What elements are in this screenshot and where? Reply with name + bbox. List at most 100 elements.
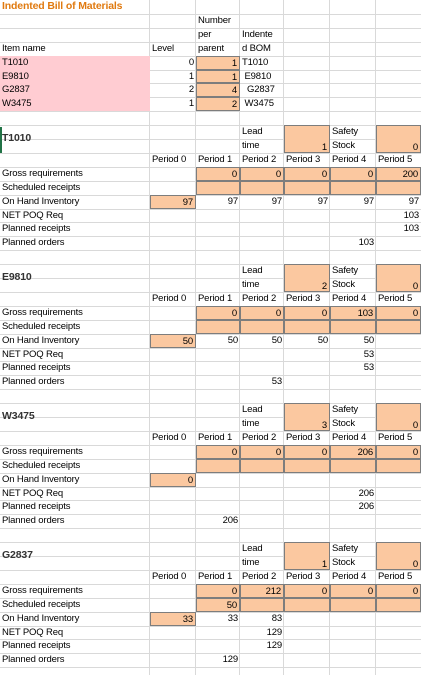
gross-cell[interactable]: 0: [240, 445, 284, 459]
gross-cell[interactable]: 212: [240, 584, 284, 598]
sched-cell[interactable]: [284, 181, 330, 195]
sched-cell[interactable]: [240, 459, 284, 473]
net-cell[interactable]: [284, 209, 330, 222]
net-cell[interactable]: [150, 626, 196, 639]
sched-cell[interactable]: [330, 181, 376, 195]
gross-cell[interactable]: 0: [376, 306, 421, 320]
porder-cell[interactable]: [240, 236, 284, 250]
porder-cell[interactable]: [284, 375, 330, 389]
onhand-cell[interactable]: 97: [317, 196, 328, 207]
prec-cell[interactable]: [150, 500, 196, 514]
onhand-cell[interactable]: 97: [408, 196, 419, 207]
net-cell[interactable]: 129: [266, 627, 283, 638]
prec-cell[interactable]: [196, 361, 240, 375]
gross-cell[interactable]: [150, 306, 196, 320]
prec-cell[interactable]: [284, 222, 330, 236]
gross-cell[interactable]: 206: [330, 445, 376, 459]
prec-cell[interactable]: [150, 639, 196, 653]
prec-cell[interactable]: [284, 361, 330, 375]
porder-cell[interactable]: 206: [222, 515, 239, 526]
sched-cell[interactable]: [330, 459, 376, 473]
porder-cell[interactable]: [330, 375, 376, 389]
bom-level[interactable]: 1: [188, 71, 194, 82]
prec-cell[interactable]: [376, 361, 421, 375]
net-cell[interactable]: [330, 209, 376, 222]
net-cell[interactable]: [196, 348, 240, 361]
prec-cell[interactable]: [150, 361, 196, 375]
gross-cell[interactable]: 0: [284, 167, 330, 181]
sched-cell[interactable]: [150, 181, 196, 195]
net-cell[interactable]: 103: [403, 210, 420, 221]
sched-cell[interactable]: [376, 320, 421, 334]
gross-cell[interactable]: 0: [240, 306, 284, 320]
bom-indented[interactable]: E9810: [242, 71, 272, 82]
prec-cell[interactable]: [330, 222, 376, 236]
net-cell[interactable]: [196, 487, 240, 500]
prec-cell[interactable]: [376, 500, 421, 514]
onhand-cell[interactable]: [196, 473, 240, 487]
gross-cell[interactable]: 103: [330, 306, 376, 320]
net-cell[interactable]: 206: [358, 488, 375, 499]
porder-cell[interactable]: [376, 375, 421, 389]
prec-cell[interactable]: [240, 500, 284, 514]
net-cell[interactable]: [376, 626, 421, 639]
onhand-cell[interactable]: [240, 473, 284, 487]
onhand-cell[interactable]: [376, 473, 421, 487]
sched-cell[interactable]: [330, 320, 376, 334]
porder-cell[interactable]: 129: [222, 654, 239, 665]
onhand-cell[interactable]: 33: [150, 612, 196, 626]
porder-cell[interactable]: [196, 375, 240, 389]
bom-qty-per-parent[interactable]: 2: [196, 97, 240, 111]
net-cell[interactable]: 53: [363, 349, 374, 360]
porder-cell[interactable]: [150, 375, 196, 389]
onhand-cell[interactable]: 97: [227, 196, 238, 207]
gross-cell[interactable]: 0: [330, 167, 376, 181]
net-cell[interactable]: [240, 209, 284, 222]
sched-cell[interactable]: [150, 320, 196, 334]
sched-cell[interactable]: [376, 459, 421, 473]
bom-item-name[interactable]: E9810: [0, 70, 150, 83]
porder-cell[interactable]: [284, 514, 330, 528]
sched-cell[interactable]: [240, 181, 284, 195]
prec-cell[interactable]: [284, 639, 330, 653]
sched-cell[interactable]: [284, 598, 330, 612]
sched-cell[interactable]: 50: [196, 598, 240, 612]
lead-time-input[interactable]: 1: [284, 125, 330, 153]
sched-cell[interactable]: [240, 598, 284, 612]
net-cell[interactable]: [150, 487, 196, 500]
onhand-cell[interactable]: 97: [363, 196, 374, 207]
prec-cell[interactable]: [196, 639, 240, 653]
onhand-cell[interactable]: [284, 612, 330, 626]
porder-cell[interactable]: [240, 514, 284, 528]
porder-cell[interactable]: [150, 653, 196, 667]
onhand-cell[interactable]: 50: [363, 335, 374, 346]
bom-level[interactable]: 2: [188, 84, 194, 95]
gross-cell[interactable]: 0: [376, 445, 421, 459]
porder-cell[interactable]: [196, 236, 240, 250]
onhand-cell[interactable]: 50: [271, 335, 282, 346]
prec-cell[interactable]: [196, 222, 240, 236]
gross-cell[interactable]: [150, 445, 196, 459]
porder-cell[interactable]: 103: [358, 237, 375, 248]
gross-cell[interactable]: [150, 584, 196, 598]
sched-cell[interactable]: [150, 598, 196, 612]
prec-cell[interactable]: 53: [363, 362, 374, 373]
net-cell[interactable]: [284, 626, 330, 639]
onhand-cell[interactable]: 50: [150, 334, 196, 348]
bom-item-name[interactable]: T1010: [0, 56, 150, 70]
onhand-cell[interactable]: [330, 612, 376, 626]
onhand-cell[interactable]: [376, 334, 421, 348]
onhand-cell[interactable]: 50: [317, 335, 328, 346]
net-cell[interactable]: [284, 487, 330, 500]
sched-cell[interactable]: [240, 320, 284, 334]
porder-cell[interactable]: [376, 236, 421, 250]
gross-cell[interactable]: 0: [196, 306, 240, 320]
bom-qty-per-parent[interactable]: 1: [196, 70, 240, 83]
net-cell[interactable]: [150, 209, 196, 222]
lead-time-input[interactable]: 3: [284, 403, 330, 431]
porder-cell[interactable]: [240, 653, 284, 667]
onhand-cell[interactable]: [376, 612, 421, 626]
onhand-cell[interactable]: 33: [227, 613, 238, 624]
safety-stock-input[interactable]: 0: [376, 542, 421, 570]
prec-cell[interactable]: 206: [358, 501, 375, 512]
